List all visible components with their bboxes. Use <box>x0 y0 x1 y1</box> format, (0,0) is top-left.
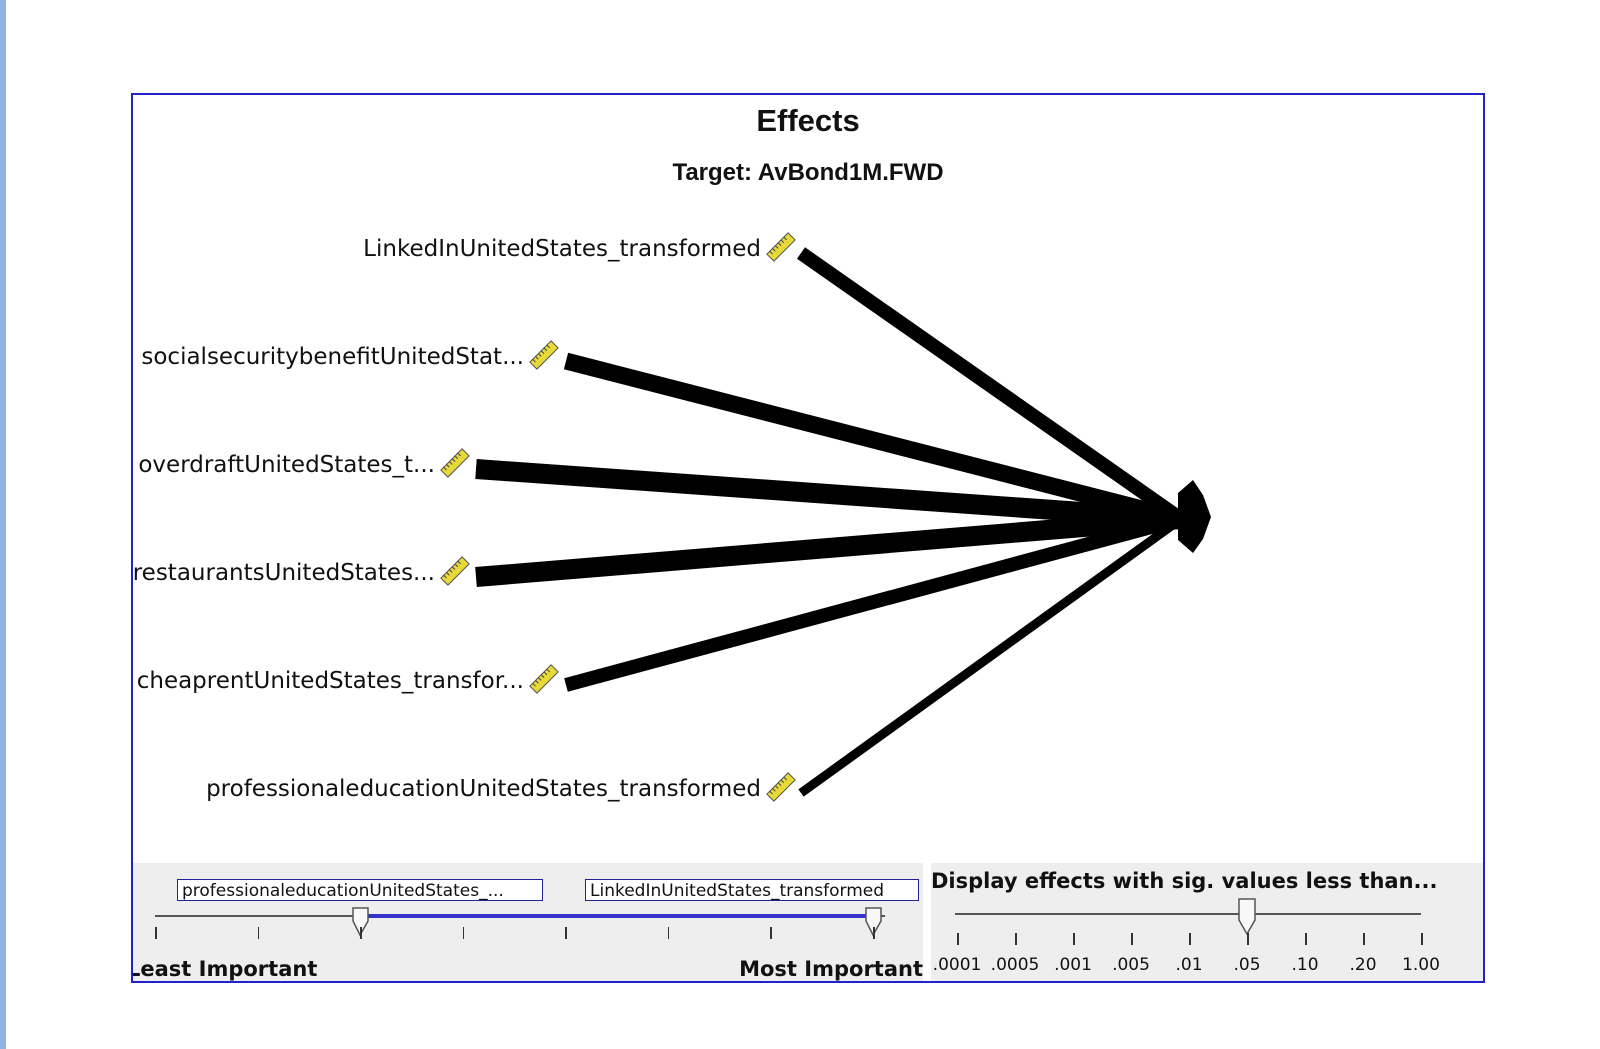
predictor-label: cheaprentUnitedStates_transfor... <box>137 668 524 694</box>
target-node[interactable] <box>1178 480 1211 553</box>
ruler-icon <box>766 772 796 802</box>
predictor-label: restaurantsUnitedStates... <box>133 560 435 586</box>
importance-high-value: LinkedInUnitedStates_transformed <box>585 879 919 901</box>
importance-tick <box>462 927 465 939</box>
significance-thumb[interactable] <box>1237 898 1259 936</box>
importance-tick <box>873 927 875 939</box>
importance-tick <box>360 927 362 939</box>
significance-tick <box>1421 933 1423 945</box>
ruler-icon <box>766 232 796 262</box>
significance-tick <box>1131 933 1133 945</box>
effect-edge[interactable] <box>564 512 1183 692</box>
ruler-icon <box>529 340 559 370</box>
diagram-title: Effects <box>756 103 860 138</box>
ruler-icon <box>440 448 470 478</box>
significance-slider-panel: Display effects with sig. values less th… <box>931 863 1483 981</box>
significance-tick <box>1247 933 1249 945</box>
importance-high-thumb[interactable] <box>865 907 887 937</box>
significance-tick <box>1015 933 1017 945</box>
importance-tick <box>257 927 260 939</box>
ruler-icon <box>440 556 470 586</box>
predictor-label: overdraftUnitedStates_t... <box>138 452 435 478</box>
effects-panel: LinkedInUnitedStates_transformed socialse… <box>131 93 1485 983</box>
window-left-edge <box>0 0 6 1049</box>
significance-tick-label: .0001 <box>932 955 982 975</box>
significance-heading: Display effects with sig. values less th… <box>931 869 1438 893</box>
significance-tick-label: .0005 <box>990 955 1040 975</box>
importance-low-thumb[interactable] <box>352 907 374 937</box>
importance-low-value: professionaleducationUnitedStates_... <box>177 879 543 901</box>
importance-tick <box>565 927 567 939</box>
significance-tick-label: .01 <box>1175 955 1203 975</box>
importance-tick <box>770 927 772 939</box>
least-important-label: Least Important <box>131 957 318 981</box>
effect-edge[interactable] <box>475 459 1182 529</box>
predictor-labels: LinkedInUnitedStates_transformed socialse… <box>133 232 796 802</box>
importance-slider-panel: professionaleducationUnitedStates_... Li… <box>133 863 923 981</box>
effect-edge[interactable] <box>798 515 1184 797</box>
predictor-label: socialsecuritybenefitUnitedStat... <box>141 344 524 370</box>
significance-tick <box>1305 933 1307 945</box>
effects-diagram: LinkedInUnitedStates_transformed socialse… <box>133 232 1211 802</box>
significance-tick-label: .10 <box>1291 955 1319 975</box>
effect-edge[interactable] <box>796 247 1186 525</box>
most-important-label: Most Important <box>739 957 923 981</box>
importance-tick <box>155 927 157 939</box>
effect-edges <box>475 247 1186 797</box>
importance-tick <box>667 927 670 939</box>
importance-selected-range <box>360 914 873 918</box>
significance-tick-label: .20 <box>1349 955 1377 975</box>
significance-tick-label: .005 <box>1112 955 1150 975</box>
significance-tick <box>1073 933 1075 945</box>
significance-slider-track[interactable] <box>955 913 1421 915</box>
significance-tick <box>957 933 959 945</box>
significance-tick-label: .05 <box>1233 955 1261 975</box>
significance-tick-label: .001 <box>1054 955 1092 975</box>
predictor-label: professionaleducationUnitedStates_transf… <box>206 776 761 802</box>
significance-tick-label: 1.00 <box>1402 955 1440 975</box>
effect-edge[interactable] <box>475 509 1182 587</box>
effect-edge[interactable] <box>563 352 1184 528</box>
ruler-icon <box>529 664 559 694</box>
predictor-label: LinkedInUnitedStates_transformed <box>363 236 761 262</box>
significance-tick <box>1363 933 1365 945</box>
diagram-subtitle: Target: AvBond1M.FWD <box>672 159 944 186</box>
significance-tick <box>1189 933 1191 945</box>
